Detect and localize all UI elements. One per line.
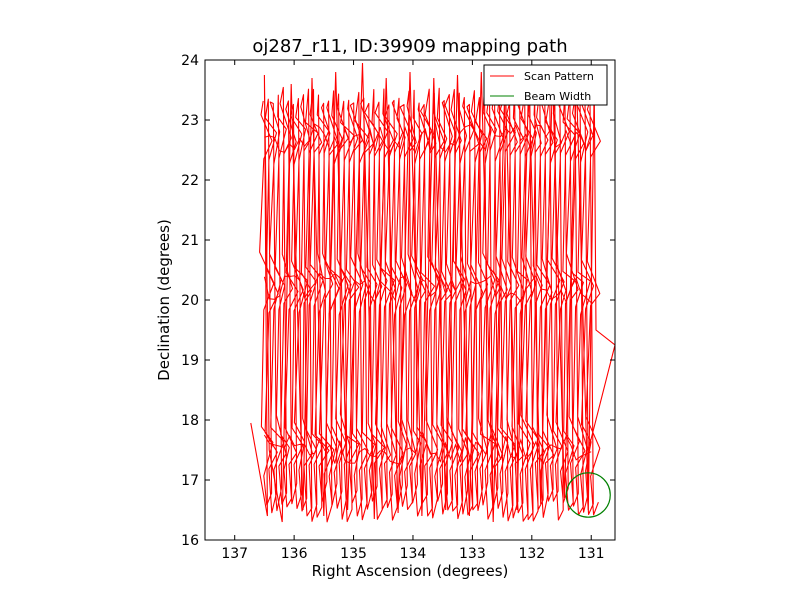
x-tick-label: 136 — [281, 546, 308, 562]
legend-label-scan-pattern: Scan Pattern — [524, 70, 594, 83]
y-axis-ticks: 16 17 18 19 20 21 22 23 24 — [181, 53, 615, 549]
chart-title: oj287_r11, ID:39909 mapping path — [252, 36, 567, 57]
y-tick-label: 16 — [181, 533, 199, 549]
scan-cross-row — [263, 433, 592, 465]
y-tick-label: 23 — [181, 113, 199, 129]
x-tick-label: 137 — [221, 546, 248, 562]
y-tick-label: 18 — [181, 413, 199, 429]
x-axis-ticks: 137 136 135 134 133 132 131 — [221, 60, 605, 562]
y-tick-label: 24 — [181, 53, 199, 69]
y-tick-label: 19 — [181, 353, 199, 369]
legend-box — [483, 64, 608, 106]
scan-pattern-outline — [250, 62, 615, 523]
y-tick-label: 20 — [181, 293, 199, 309]
scan-pattern-series — [250, 62, 615, 523]
x-tick-label: 133 — [459, 546, 486, 562]
y-tick-label: 17 — [181, 473, 199, 489]
x-tick-label: 134 — [400, 546, 427, 562]
beam-width-circle — [565, 472, 611, 518]
x-tick-label: 131 — [578, 546, 605, 562]
y-tick-label: 22 — [181, 173, 199, 189]
x-tick-label: 135 — [340, 546, 367, 562]
scan-cross-row — [264, 123, 592, 154]
y-tick-label: 21 — [181, 233, 199, 249]
x-tick-label: 132 — [518, 546, 545, 562]
legend: Scan Pattern Beam Width — [483, 64, 608, 106]
y-axis-label: Declination (degrees) — [155, 219, 173, 381]
beam-width-series — [565, 472, 611, 518]
x-axis-label: Right Ascension (degrees) — [312, 562, 509, 580]
legend-label-beam-width: Beam Width — [524, 90, 591, 103]
scan-cross-row — [263, 272, 592, 304]
